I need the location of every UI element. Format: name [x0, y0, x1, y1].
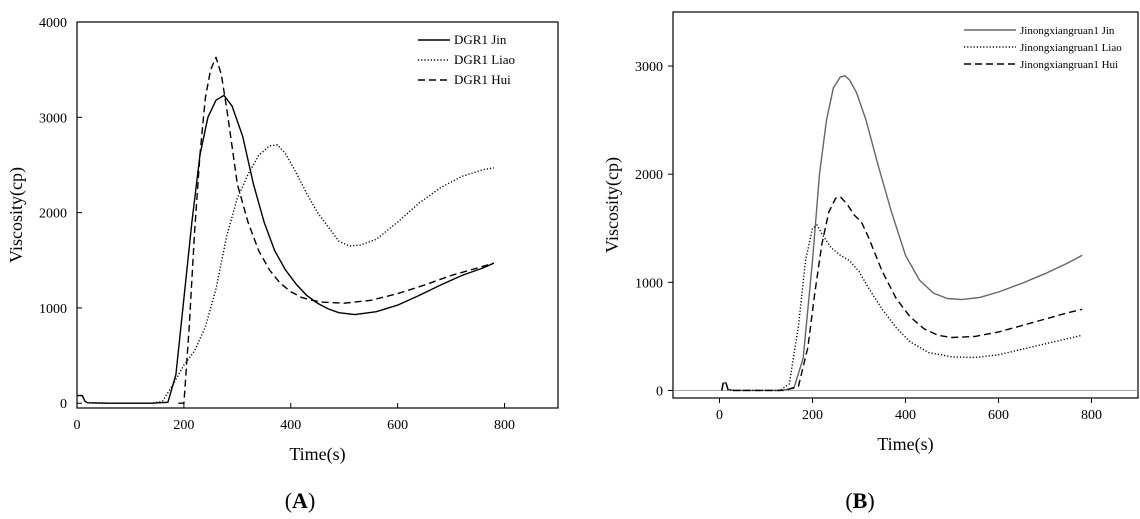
legend-label-b-1: Jinongxiangruan1 Liao — [1020, 42, 1122, 54]
x-axis-title-a: Time(s) — [289, 444, 345, 465]
x-axis-title-b: Time(s) — [877, 434, 933, 455]
y-tick-label-b-2: 2000 — [635, 168, 663, 183]
legend-label-a-2: DGR1 Hui — [454, 72, 511, 87]
y-tick-label-b-3: 3000 — [635, 60, 663, 75]
legend-label-b-2: Jinongxiangruan1 Hui — [1020, 59, 1118, 71]
x-tick-label-a-3: 600 — [387, 418, 408, 433]
plot-frame-a — [76, 21, 559, 409]
x-tick-label-a-1: 200 — [173, 418, 194, 433]
y-tick-label-a-1: 1000 — [39, 302, 67, 317]
y-axis-title-b: Viscosity(cp) — [602, 157, 623, 253]
chart-b: 0 200 400 600 800 0 1000 2000 3000 Time(s) Viscosi… — [602, 11, 1139, 455]
series-line-a-1 — [77, 144, 495, 404]
y-tick-label-b-1: 1000 — [635, 276, 663, 291]
y-tick-label-a-3: 3000 — [39, 111, 67, 126]
series-line-b-2 — [721, 196, 1083, 392]
y-axis-title-a: Viscosity(cp) — [6, 167, 27, 263]
series-line-a-2 — [178, 56, 495, 404]
y-tick-label-a-4: 4000 — [39, 16, 67, 31]
x-tick-label-b-4: 800 — [1081, 408, 1102, 423]
y-tick-label-a-2: 2000 — [39, 207, 67, 222]
panel-label-a: (A) — [285, 488, 316, 513]
legend-label-a-0: DGR1 Jin — [454, 32, 507, 47]
series-line-b-1 — [721, 224, 1083, 392]
legend-label-a-1: DGR1 Liao — [454, 52, 515, 67]
x-tick-label-b-0: 0 — [716, 408, 723, 423]
x-tick-label-b-2: 400 — [895, 408, 916, 423]
x-tick-label-b-3: 600 — [988, 408, 1009, 423]
y-tick-label-a-0: 0 — [60, 397, 67, 412]
x-tick-label-a-4: 800 — [494, 418, 515, 433]
x-tick-label-a-0: 0 — [74, 418, 81, 433]
chart-a: 0 200 400 600 800 0 1000 2000 3000 4000 Time(s) Vis… — [6, 16, 559, 465]
series-line-b-0 — [721, 75, 1083, 392]
series-line-a-0 — [77, 94, 495, 404]
x-tick-label-a-2: 400 — [280, 418, 301, 433]
x-tick-label-b-1: 200 — [802, 408, 823, 423]
y-tick-label-b-0: 0 — [656, 384, 663, 399]
legend-label-b-0: Jinongxiangruan1 Jin — [1020, 25, 1115, 37]
panel-label-b: (B) — [845, 488, 874, 513]
